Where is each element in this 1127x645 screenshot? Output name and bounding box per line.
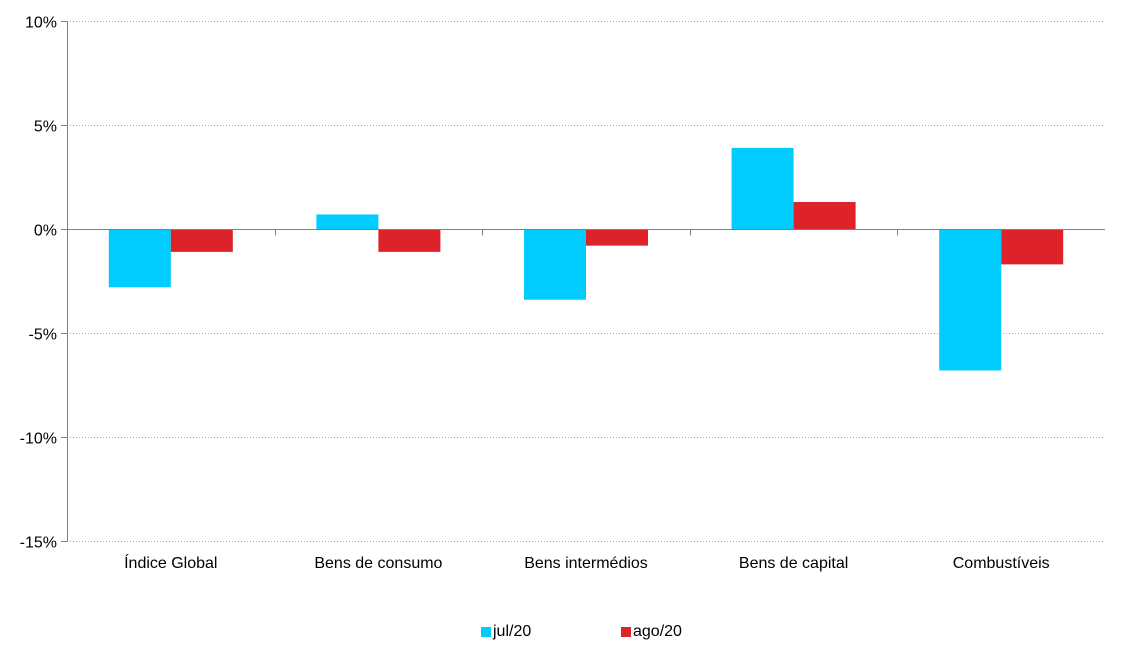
x-category-label: Bens de consumo <box>314 555 442 572</box>
bar-series-2 <box>378 229 441 252</box>
y-tick-label: -15% <box>20 535 57 552</box>
y-tick-label: 5% <box>34 119 57 136</box>
bar-series-1 <box>316 214 379 229</box>
gridlines <box>67 21 1105 542</box>
x-category-labels: Índice Global Bens de consumo Bens intermé… <box>124 553 1050 572</box>
legend-swatch-series-1 <box>481 627 491 637</box>
y-tick-label: -5% <box>29 327 57 344</box>
bar-series-2 <box>793 201 856 229</box>
bar-series-2 <box>1001 229 1064 265</box>
y-tick-label: 10% <box>25 15 57 32</box>
y-tick-labels: 10% 5% 0% -5% -10% -15% <box>20 15 57 552</box>
bar-series-2 <box>586 229 648 246</box>
x-category-label: Bens de capital <box>739 555 848 572</box>
x-category-label: Índice Global <box>124 553 217 572</box>
x-category-label: Bens intermédios <box>524 555 648 572</box>
bar-series-2 <box>170 229 233 252</box>
legend-item-series-1: jul/20 <box>481 623 531 641</box>
legend: jul/20 ago/20 <box>0 623 1127 645</box>
x-category-label: Combustíveis <box>953 555 1050 572</box>
y-tick-label: 0% <box>34 223 57 240</box>
legend-item-series-2: ago/20 <box>621 623 682 641</box>
axes <box>61 21 1105 542</box>
bar-series-1 <box>524 229 586 300</box>
bar-series-1 <box>939 229 1002 371</box>
legend-label-series-1: jul/20 <box>493 623 532 640</box>
bar-series-1 <box>731 147 794 229</box>
legend-swatch-series-2 <box>621 627 631 637</box>
y-tick-label: -10% <box>20 431 57 448</box>
bar-chart: 10% 5% 0% -5% -10% -15% Índice Global Bens de … <box>20 15 1105 572</box>
legend-label-series-2: ago/20 <box>633 623 682 640</box>
bars <box>108 147 1064 371</box>
bar-series-1 <box>108 229 171 288</box>
